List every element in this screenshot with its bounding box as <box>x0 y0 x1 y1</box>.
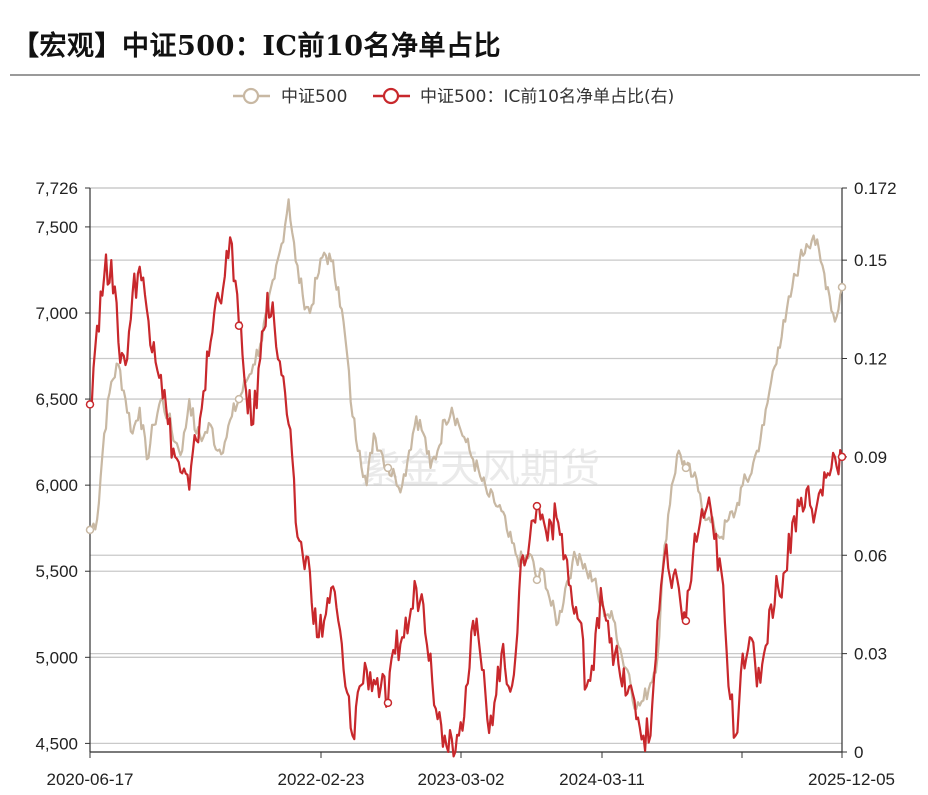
ratio-point-1 <box>234 321 244 330</box>
y-left-tick-label-5: 7,000 <box>35 304 78 323</box>
legend-label-ratio: 中证500：IC前10名净单占比(右) <box>420 87 674 107</box>
legend-index-marker-icon <box>242 87 260 105</box>
y-right-tick-label-4: 0.12 <box>854 350 887 369</box>
y-left-tick-label-0: 4,500 <box>35 734 78 753</box>
series-line-ratio <box>89 236 844 758</box>
index-point-4 <box>681 463 691 473</box>
index-point-5 <box>837 282 847 292</box>
ratio-point-3 <box>532 501 542 511</box>
series-layer <box>85 198 847 758</box>
index-point-2 <box>383 463 393 473</box>
legend-ratio-marker-icon <box>382 87 400 105</box>
index-point-1 <box>234 394 244 404</box>
y-right-tick-label-6: 0.172 <box>854 179 897 198</box>
x-tick-label-1: 2022-02-23 <box>278 770 365 789</box>
chart-title: 【宏观】中证500：IC前10名净单占比 <box>12 31 502 62</box>
y-right-tick-label-5: 0.15 <box>854 251 887 270</box>
legend-item-ratio[interactable]: 中证500：IC前10名净单占比(右) <box>373 87 674 107</box>
legend-item-index[interactable]: 中证500 <box>233 87 347 107</box>
y-left-tick-label-3: 6,000 <box>35 476 78 495</box>
x-tick-label-3: 2024-03-11 <box>559 770 645 789</box>
watermark: 紫金天风期货 <box>360 446 600 492</box>
title-divider <box>10 74 920 76</box>
index-point-3 <box>532 575 542 585</box>
x-tick-label-0: 2020-06-17 <box>47 770 134 789</box>
x-tick-label-2: 2023-03-02 <box>418 770 505 789</box>
legend[interactable]: 中证500 中证500：IC前10名净单占比(右) <box>233 87 674 107</box>
y-left-tick-label-1: 5,000 <box>35 648 78 667</box>
y-left-tick-label-4: 6,500 <box>35 390 78 409</box>
ratio-point-4 <box>681 616 691 626</box>
y-left-tick-label-6: 7,500 <box>35 218 78 237</box>
x-tick-label-5: 2025-12-05 <box>808 770 895 789</box>
ratio-point-5 <box>837 452 847 462</box>
legend-label-index: 中证500 <box>281 87 347 107</box>
y-right-tick-label-1: 0.03 <box>854 645 887 664</box>
ratio-point-2 <box>383 698 393 708</box>
y-right-tick-label-2: 0.06 <box>854 546 887 565</box>
y-left-tick-label-7: 7,726 <box>35 179 78 198</box>
index-point-0 <box>85 525 95 535</box>
ratio-point-0 <box>85 400 95 409</box>
y-right-tick-label-3: 0.09 <box>854 448 887 467</box>
gridlines <box>90 187 842 753</box>
y-right-tick-label-0: 0 <box>854 743 863 762</box>
y-left-tick-label-2: 5,500 <box>35 562 78 581</box>
axes: 4,500 5,000 5,500 6,000 6,500 7,000 7,500 7,726… <box>35 179 896 789</box>
